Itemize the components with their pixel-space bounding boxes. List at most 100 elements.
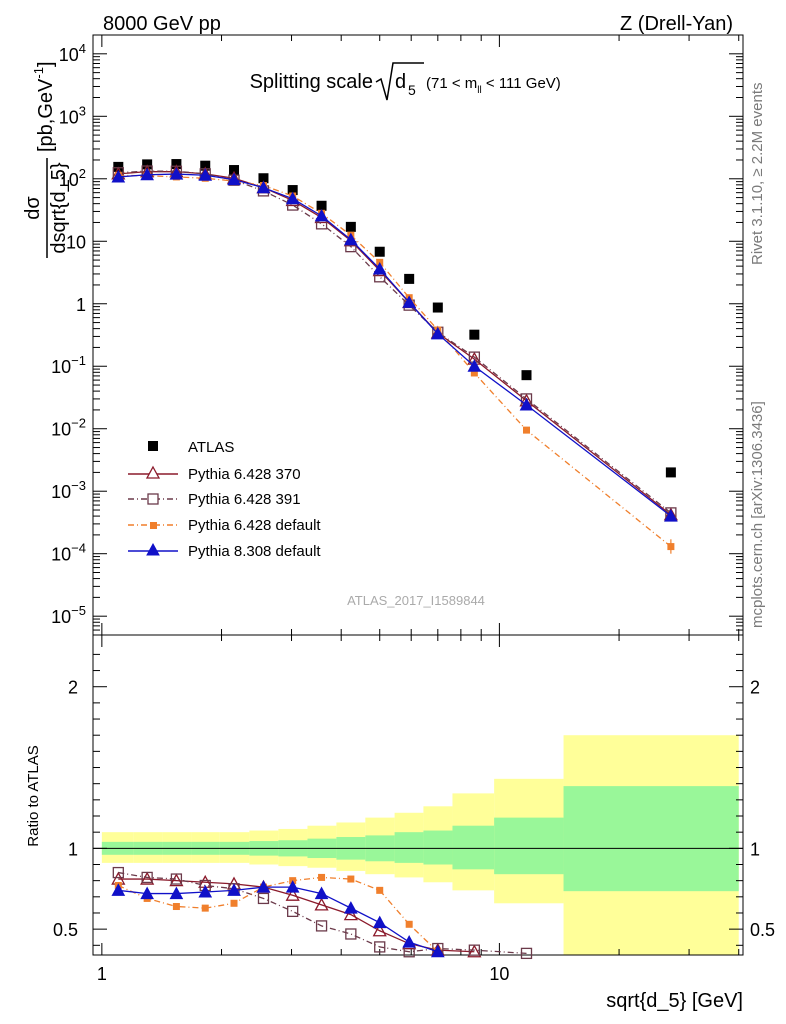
y-tick-label-ratio-right: 0.5 [750, 920, 775, 940]
ratio-band-green [423, 830, 453, 865]
mcplots-label: mcplots.cern.ch [arXiv:1306.3436] [749, 401, 766, 628]
ratio-bands [101, 735, 739, 955]
ratio-point-pythia-6-428-default [318, 873, 326, 881]
y-tick-label-main: 10−5 [51, 603, 86, 627]
rivet-label: Rivet 3.1.10, ≥ 2.2M events [749, 83, 766, 266]
legend-item-pythia-6-428-default: Pythia 6.428 default [128, 517, 321, 534]
ratio-band-green [452, 825, 495, 870]
chart-title-range: (71 < mll < 111 GeV) [426, 75, 561, 96]
ratio-point-pythia-8-308-default [430, 944, 445, 958]
ratio-point-pythia-6-428-default [201, 904, 209, 912]
legend-item-atlas: ATLAS [148, 439, 234, 456]
ratio-point-pythia-6-428-370 [285, 887, 300, 901]
ratio-point-pythia-6-428-370 [372, 923, 387, 937]
data-point-pythia-8-308-default [198, 168, 213, 181]
legend-label-pythia-6-428-default: Pythia 6.428 default [188, 517, 321, 534]
y-tick-label-main: 10−3 [51, 478, 86, 502]
y-tick-label-main: 10 [66, 232, 86, 252]
data-point-pythia-8-308-default [430, 326, 445, 340]
chart-title-symbol-sub: 5 [408, 82, 416, 98]
ratio-point-pythia-6-428-default [405, 920, 413, 928]
data-point-atlas [404, 273, 415, 284]
y-tick-label-ratio-right: 2 [750, 678, 760, 698]
ratio-band-green [563, 786, 739, 892]
ratio-series [111, 866, 533, 960]
data-point-pythia-6-428-default [523, 426, 531, 434]
data-point-pythia-8-308-default [314, 208, 329, 222]
ratio-line-pythia-6-428-default [118, 876, 439, 953]
data-point-atlas [287, 185, 298, 196]
series-line-pythia-6-428-391 [118, 170, 672, 514]
data-point-pythia-8-308-default [664, 509, 678, 522]
ratio-point-pythia-6-428-default [172, 903, 180, 911]
data-point-pythia-8-308-default [256, 180, 271, 194]
ratio-point-pythia-6-428-391 [112, 866, 124, 879]
ratio-point-pythia-8-308-default [227, 883, 241, 896]
ratio-point-pythia-6-428-391 [374, 941, 386, 953]
ratio-plot-frame [92, 634, 744, 956]
header-left: 8000 GeV pp [103, 13, 221, 35]
data-point-atlas [521, 370, 532, 381]
ratio-point-pythia-8-308-default [372, 915, 387, 929]
ratio-point-pythia-6-428-391 [345, 928, 357, 940]
data-point-pythia-8-308-default [467, 359, 482, 372]
ratio-series-pythia-6-428-default [114, 873, 442, 956]
ratio-point-pythia-8-308-default [111, 883, 126, 896]
ratio-series-pythia-8-308-default [111, 880, 445, 958]
data-point-atlas [469, 329, 480, 340]
y-tick-label-main: 104 [59, 41, 86, 65]
data-point-pythia-8-308-default [169, 167, 184, 180]
ratio-series-pythia-6-428-370 [111, 871, 482, 958]
ratio-point-pythia-6-428-370 [140, 871, 155, 885]
data-point-pythia-8-308-default [285, 191, 300, 205]
ratio-point-pythia-6-428-391 [520, 947, 533, 960]
legend-item-pythia-8-308-default: Pythia 8.308 default [128, 542, 321, 560]
ratio-point-pythia-6-428-391 [468, 944, 481, 956]
ratio-point-pythia-6-428-391 [315, 920, 328, 932]
chart-title-range-sub: ll [477, 85, 481, 96]
chart-title-symbol: d [395, 71, 406, 93]
ratio-point-pythia-6-428-370 [343, 907, 358, 921]
y-tick-label-ratio-left: 0.5 [53, 920, 78, 940]
data-point-pythia-8-308-default [519, 397, 534, 411]
y-tick-label-main: 10−4 [51, 541, 86, 565]
y-tick-label-main: 102 [59, 166, 86, 190]
main-ylabel-unit: [pb,GeV-1] [31, 61, 57, 152]
ratio-point-pythia-6-428-default [230, 899, 238, 907]
ratio-point-pythia-8-308-default [198, 884, 213, 898]
legend-marker-pythia-8-308-default [146, 542, 160, 556]
ratio-point-pythia-8-308-default [140, 886, 154, 900]
main-ylabel-unit-pre: [pb,GeV [35, 78, 57, 152]
analysis-tag: ATLAS_2017_I1589844 [347, 593, 485, 608]
legend-marker-pythia-6-428-370 [145, 465, 161, 479]
legend-item-pythia-6-428-391: Pythia 6.428 391 [128, 491, 301, 508]
data-point-pythia-8-308-default [344, 232, 358, 246]
y-tick-label-main: 10−2 [51, 416, 86, 440]
series-line-pythia-6-428-370 [118, 171, 672, 516]
legend-item-pythia-6-428-370: Pythia 6.428 370 [128, 465, 301, 483]
series-pythia-8-308-default [111, 167, 678, 522]
data-point-pythia-8-308-default [111, 169, 126, 183]
data-point-atlas [374, 246, 385, 257]
ratio-point-pythia-8-308-default [402, 935, 417, 948]
legend-marker-pythia-6-428-391 [147, 493, 159, 505]
legend-label-pythia-6-428-391: Pythia 6.428 391 [188, 491, 301, 508]
ratio-point-pythia-6-428-391 [141, 871, 153, 884]
data-point-atlas [171, 159, 182, 170]
data-point-atlas [200, 160, 211, 171]
x-axis-label: sqrt{d_5} [GeV] [606, 990, 743, 1012]
data-point-atlas [316, 200, 327, 211]
series-atlas [113, 159, 676, 478]
header-right: Z (Drell-Yan) [620, 13, 733, 35]
legend-label-pythia-8-308-default: Pythia 8.308 default [188, 543, 321, 560]
ratio-line-pythia-8-308-default [118, 886, 439, 953]
sqrt-sign [375, 62, 424, 101]
data-point-atlas [665, 467, 676, 478]
data-point-pythia-8-308-default [372, 261, 387, 275]
legend-label-atlas: ATLAS [188, 439, 234, 456]
ratio-band-green [394, 832, 424, 863]
legend-label-pythia-6-428-370: Pythia 6.428 370 [188, 466, 301, 483]
ratio-point-pythia-6-428-370 [467, 944, 482, 958]
